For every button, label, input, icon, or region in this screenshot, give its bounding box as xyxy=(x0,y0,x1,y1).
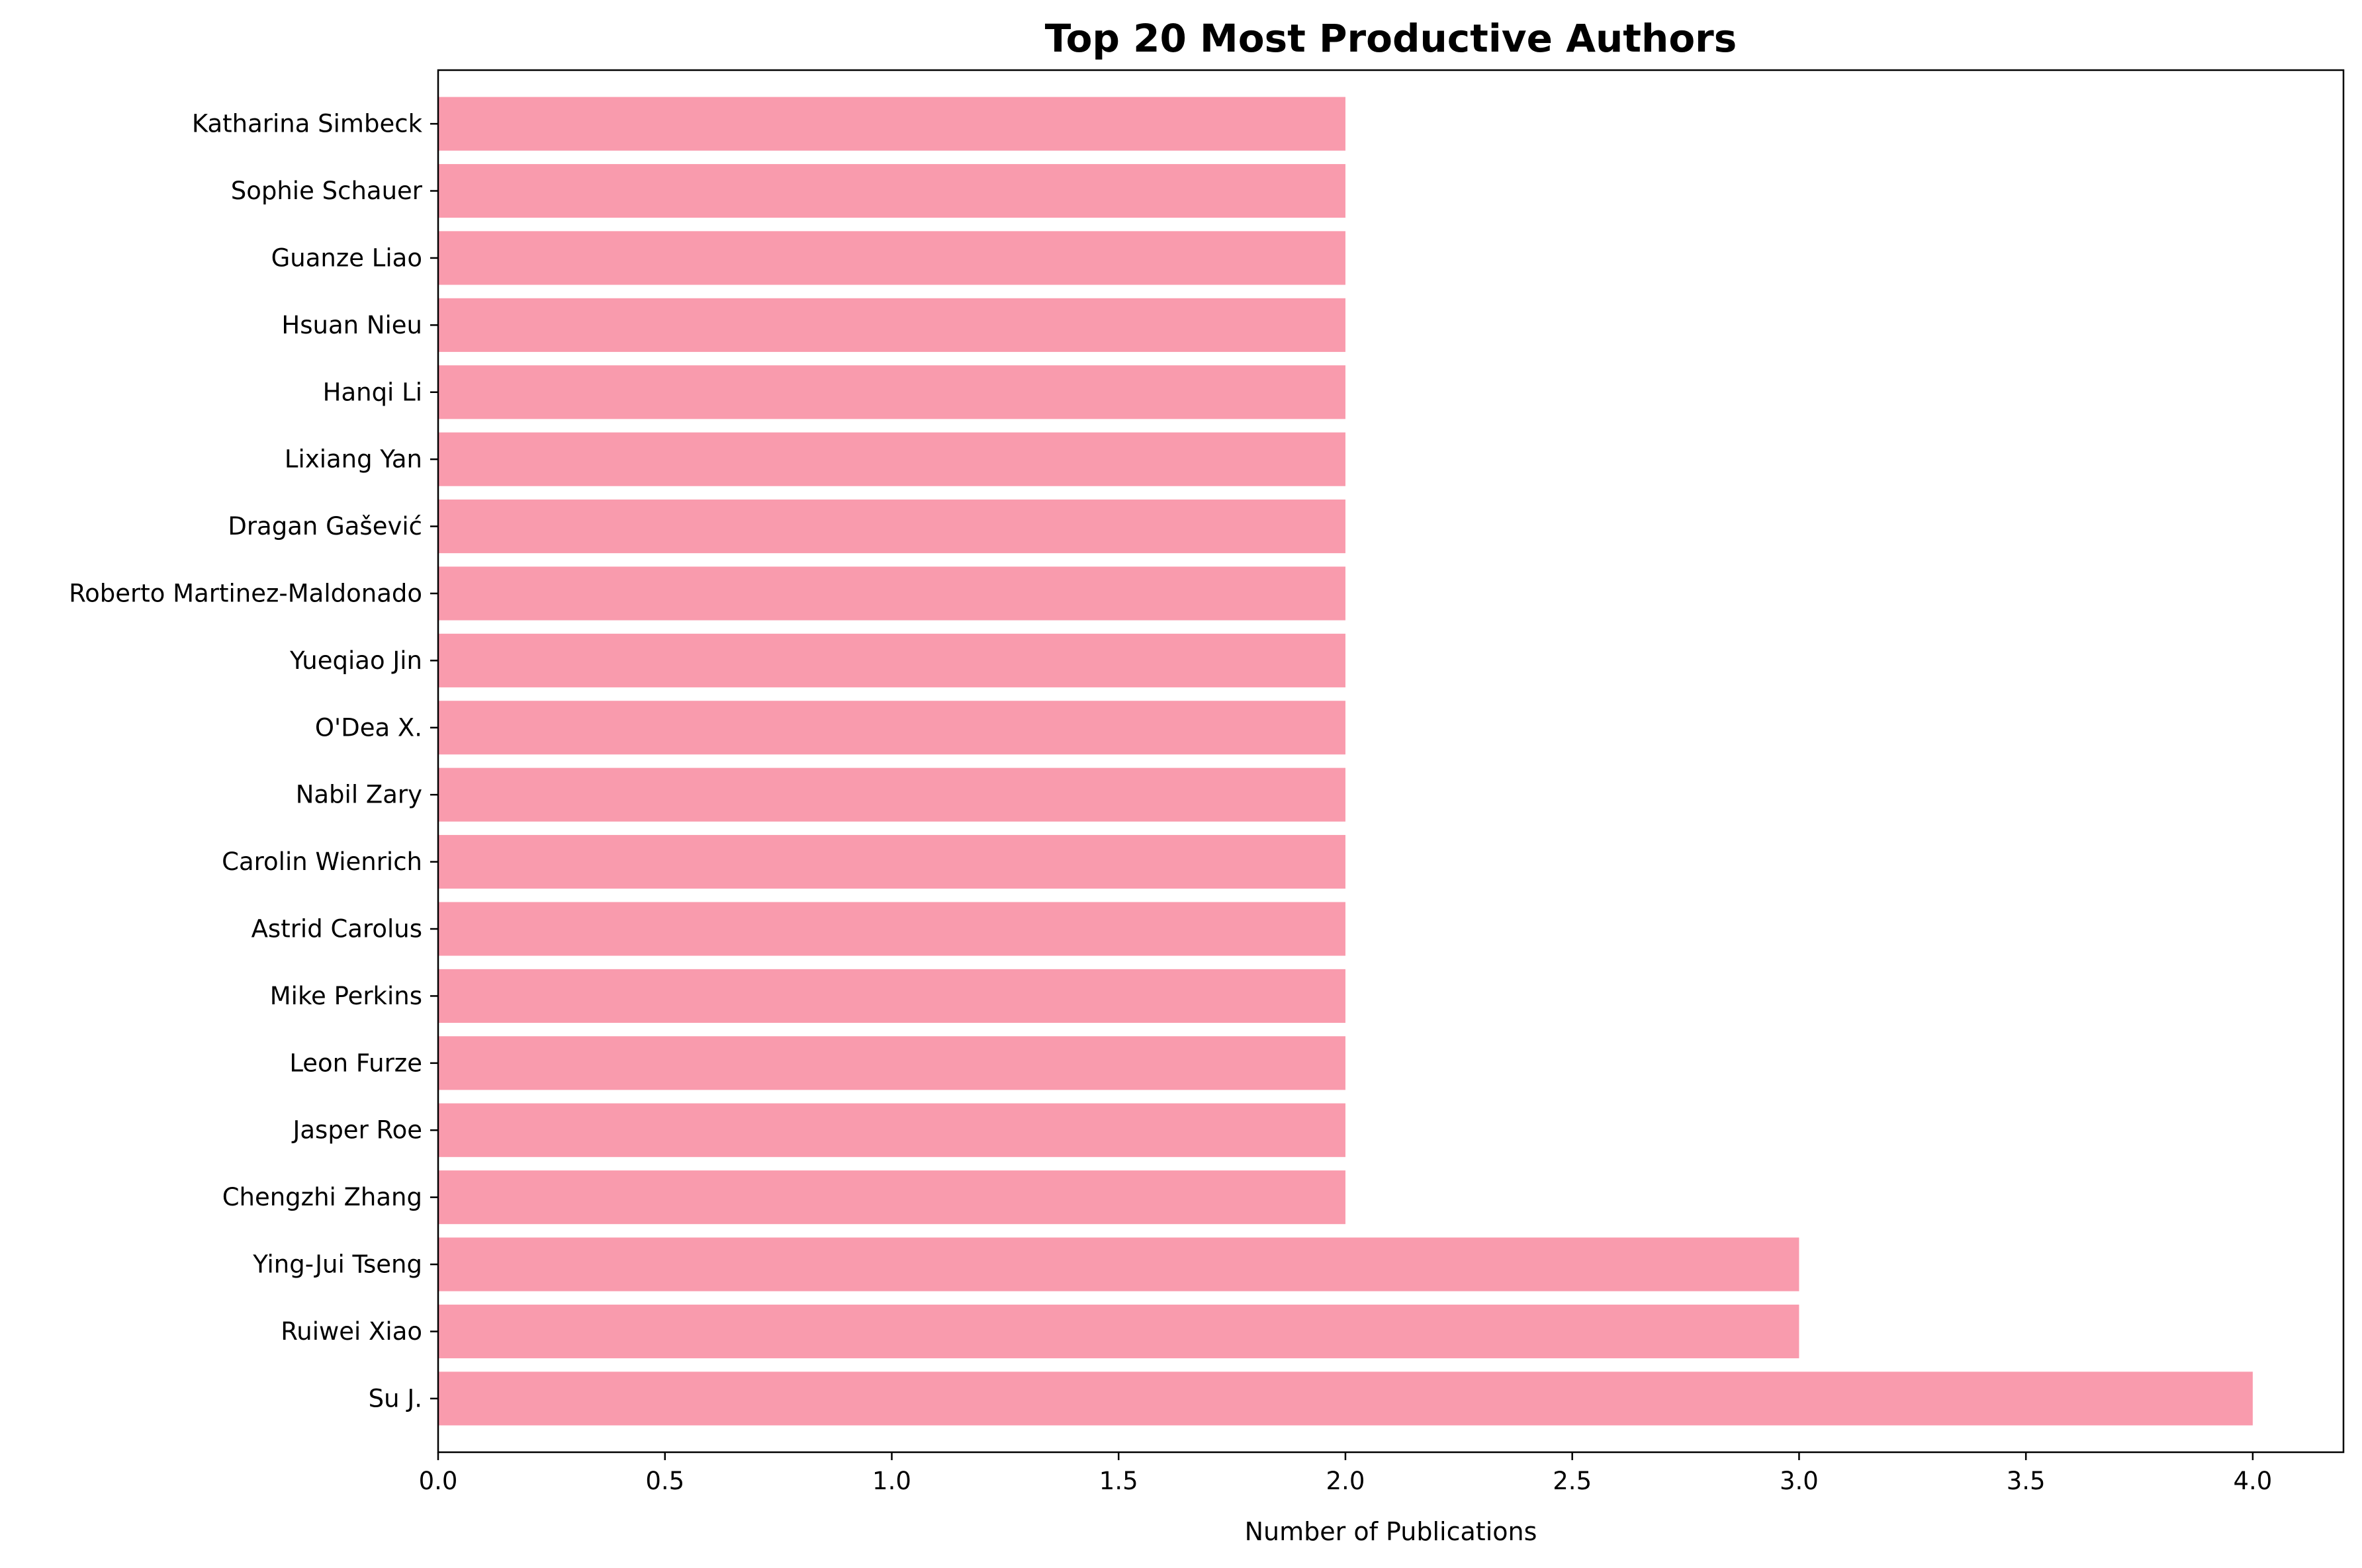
bar-jasper-roe xyxy=(438,1103,1345,1157)
y-tick-label: Guanze Liao xyxy=(271,243,422,272)
y-tick-label: Su J. xyxy=(369,1384,422,1413)
x-tick-label: 3.5 xyxy=(2007,1467,2046,1495)
y-tick-label: Carolin Wienrich xyxy=(222,848,422,876)
y-tick-label: Jasper Roe xyxy=(291,1116,422,1145)
x-tick-label: 1.0 xyxy=(872,1467,911,1495)
bar-hsuan-nieu xyxy=(438,298,1345,352)
bar-hanqi-li xyxy=(438,365,1345,419)
y-tick-label: Astrid Carolus xyxy=(251,915,422,943)
y-tick-label: O'Dea X. xyxy=(315,713,422,742)
bar-yueqiao-jin xyxy=(438,633,1345,687)
bar-leon-furze xyxy=(438,1036,1345,1090)
y-tick-label: Hsuan Nieu xyxy=(281,311,422,339)
bar-carolin-wienrich xyxy=(438,835,1345,889)
y-tick-label: Katharina Simbeck xyxy=(192,110,423,138)
y-tick-label: Yueqiao Jin xyxy=(289,646,422,675)
y-tick-label: Roberto Martinez-Maldonado xyxy=(69,579,422,607)
y-tick-label: Ying-Jui Tseng xyxy=(252,1250,422,1279)
bar-guanze-liao xyxy=(438,231,1345,285)
y-tick-label: Dragan Gašević xyxy=(228,512,422,541)
bar-ying-jui-tseng xyxy=(438,1237,1799,1291)
bar-nabil-zary xyxy=(438,767,1345,822)
x-tick-label: 1.5 xyxy=(1099,1467,1138,1495)
y-tick-label: Sophie Schauer xyxy=(231,177,423,205)
y-tick-label: Mike Perkins xyxy=(270,982,422,1010)
plot-frame xyxy=(437,69,2345,1454)
y-tick-label: Hanqi Li xyxy=(323,378,422,406)
bar-dragan-ga-evi- xyxy=(438,500,1345,554)
y-tick-label: Chengzhi Zhang xyxy=(222,1183,422,1211)
bar-ruiwei-xiao xyxy=(438,1304,1799,1359)
x-tick-label: 3.0 xyxy=(1780,1467,1819,1495)
bars-layer xyxy=(438,97,2253,1426)
x-tick-label: 2.5 xyxy=(1553,1467,1592,1495)
y-tick-label: Leon Furze xyxy=(289,1049,422,1077)
x-tick-label: 0.5 xyxy=(645,1467,684,1495)
x-tick-label: 0.0 xyxy=(419,1467,458,1495)
bar-katharina-simbeck xyxy=(438,97,1345,151)
ticks-layer: Su J. Ruiwei Xiao Ying-Jui Tseng Chengzhi Z… xyxy=(69,110,2272,1495)
bar-mike-perkins xyxy=(438,969,1345,1023)
x-tick-label: 4.0 xyxy=(2233,1467,2272,1495)
y-tick-label: Nabil Zary xyxy=(296,781,422,809)
x-tick-label: 2.0 xyxy=(1326,1467,1365,1495)
bar-lixiang-yan xyxy=(438,432,1345,486)
bar-astrid-carolus xyxy=(438,902,1345,956)
bar-chengzhi-zhang xyxy=(438,1170,1345,1225)
bar-o-dea-x- xyxy=(438,701,1345,755)
bar-roberto-martinez-maldonado xyxy=(438,566,1345,621)
chart-title: Top 20 Most Productive Authors xyxy=(1045,16,1737,61)
bar-su-j- xyxy=(438,1372,2253,1426)
bar-sophie-schauer xyxy=(438,163,1345,218)
x-axis-label: Number of Publications xyxy=(1245,1517,1537,1546)
y-tick-label: Ruiwei Xiao xyxy=(281,1317,422,1346)
y-tick-label: Lixiang Yan xyxy=(285,445,422,474)
